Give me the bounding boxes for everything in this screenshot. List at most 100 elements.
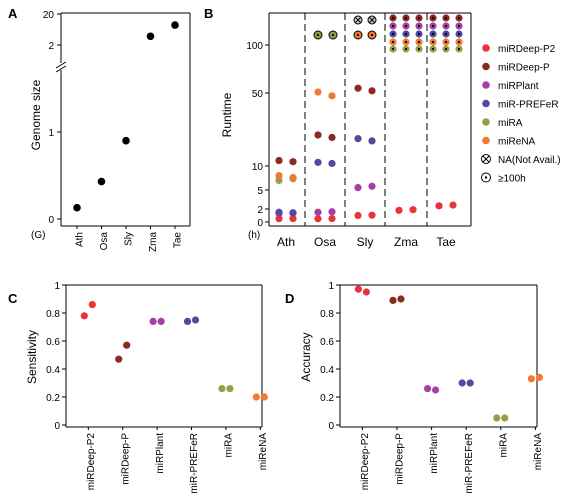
panel-c-point <box>226 385 234 393</box>
panel-d-point <box>354 285 362 293</box>
panel-b-y-tick-label: 50 <box>252 89 264 100</box>
panel-d-y-tick-label: 0.4 <box>320 365 334 376</box>
panel-a-axis-break-mark <box>55 61 67 69</box>
panel-c-x-tick-label: miR-PREFeR <box>189 433 200 494</box>
panel-b-point <box>328 159 336 168</box>
panel-a-axis-break-gap <box>57 63 65 70</box>
panel-b-stack-center <box>417 32 421 36</box>
panel-b-y-tick-label: 0 <box>257 218 263 229</box>
panel-d-label: D <box>285 291 294 306</box>
panel-a-point <box>171 21 179 29</box>
panel-b-stack-center <box>444 32 448 36</box>
panel-c-point <box>191 316 200 324</box>
panel-a-x-tick-label: Sly <box>124 232 135 246</box>
panel-a-x-tick-label: Tae <box>173 232 184 249</box>
panel-b-x-tick-label: Osa <box>314 235 336 249</box>
panel-d-y-tick-label: 1 <box>328 281 334 292</box>
panel-d-point <box>493 414 501 422</box>
panel-a-point <box>122 136 130 145</box>
panel-a-y-tick-label: 0 <box>48 215 54 226</box>
panel-c-point <box>157 317 165 325</box>
panel-b-100h-center <box>370 33 374 37</box>
panel-b-x-tick-label: Zma <box>394 235 418 249</box>
panel-b-point <box>289 158 297 166</box>
panel-b-stack-center <box>444 40 448 44</box>
panel-c-label: C <box>8 291 18 306</box>
panel-b-stack-center <box>431 24 435 28</box>
panel-c-y-tick-label: 1 <box>54 281 60 292</box>
panel-b-point <box>314 215 322 223</box>
panel-b-stack-center <box>391 16 395 20</box>
panel-b-point <box>409 206 417 214</box>
panel-b-stack-center <box>457 24 461 28</box>
panel-b-stack-center <box>404 47 408 51</box>
panel-b-legend-na-cross <box>482 155 490 163</box>
panel-b-point <box>275 172 283 180</box>
panel-a-point <box>146 32 155 41</box>
panel-b-point <box>275 208 283 216</box>
panel-b-stack-center <box>457 16 461 20</box>
panel-b-point <box>314 158 322 166</box>
panel-b-legend-marker <box>482 99 490 108</box>
panel-b-label: B <box>204 6 213 21</box>
panel-a-x-tick-label: Zma <box>148 232 159 252</box>
panel-c-point <box>218 385 226 393</box>
panel-c-y-tick-label: 0.8 <box>46 309 60 320</box>
panel-b-x-tick-label: Sly <box>357 235 374 249</box>
panel-d-x-tick-label: miReNA <box>533 433 544 471</box>
panel-b-legend-marker <box>482 62 490 71</box>
panel-b-point <box>328 214 336 223</box>
panel-d-point <box>397 295 405 303</box>
panel-b-legend-label: miR-PREFeR <box>498 100 559 111</box>
panel-b-point <box>435 202 443 210</box>
panel-d-y-tick-label: 0.8 <box>320 309 334 320</box>
panel-d-point <box>389 296 397 304</box>
panel-c-point <box>88 301 96 309</box>
panel-b-point <box>289 173 297 182</box>
panel-c-point <box>149 317 157 325</box>
panel-c-point <box>80 312 88 320</box>
panel-d-y-tick-label: 0 <box>328 421 334 432</box>
panel-b-stack-center <box>457 47 461 51</box>
panel-b-point <box>449 201 457 209</box>
panel-b-na-cross <box>369 17 375 23</box>
panel-d-point <box>423 385 432 393</box>
panel-b-y-tick-label: 100 <box>246 41 263 52</box>
panel-b-stack-center <box>404 40 408 44</box>
panel-b-point <box>314 208 322 216</box>
panel-d-x-tick-label: miRA <box>498 433 509 458</box>
panel-c-point <box>115 355 123 363</box>
panel-b-100h-center <box>356 33 360 37</box>
panel-a-y-tick-label: 1 <box>48 128 54 139</box>
panel-c-x-tick-label: miReNA <box>258 433 269 471</box>
panel-b-point <box>395 206 403 214</box>
panel-c-y-axis-title: Sensitivity <box>25 330 39 384</box>
panel-b-stack-center <box>417 47 421 51</box>
panel-b-stack-center <box>391 32 395 36</box>
panel-b-stack-center <box>404 24 408 28</box>
panel-b-stack-center <box>417 24 421 28</box>
panel-d-point <box>466 379 474 387</box>
panel-d-x-tick-label: miRPlant <box>429 433 440 474</box>
panel-b-legend-marker <box>482 44 490 52</box>
panel-b-y-tick-label: 5 <box>257 186 263 197</box>
panel-b-point <box>368 211 376 219</box>
panel-a-x-tick-label: Ath <box>75 232 86 247</box>
panel-a-point <box>97 177 106 186</box>
panel-b-point <box>275 215 283 223</box>
panel-b-stack-center <box>444 24 448 28</box>
panel-b-legend-label: NA(Not Avail.) <box>498 155 561 166</box>
panel-a-y-tick-label: 20 <box>43 10 55 21</box>
panel-b-stack-center <box>431 32 435 36</box>
panel-d-point <box>527 375 535 383</box>
panel-b-stack-center <box>391 24 395 28</box>
panel-d-point <box>501 414 509 422</box>
panel-b-unit: (h) <box>248 230 260 241</box>
panel-b-y-tick-label: 10 <box>252 162 264 173</box>
panel-b-stack-center <box>431 47 435 51</box>
panel-b-legend-label: miRA <box>498 118 523 129</box>
panel-b-legend-marker <box>482 118 490 126</box>
panel-b-stack-center <box>417 16 421 20</box>
panel-a-axis-break-mark <box>55 65 67 73</box>
panel-b-point <box>354 184 362 192</box>
